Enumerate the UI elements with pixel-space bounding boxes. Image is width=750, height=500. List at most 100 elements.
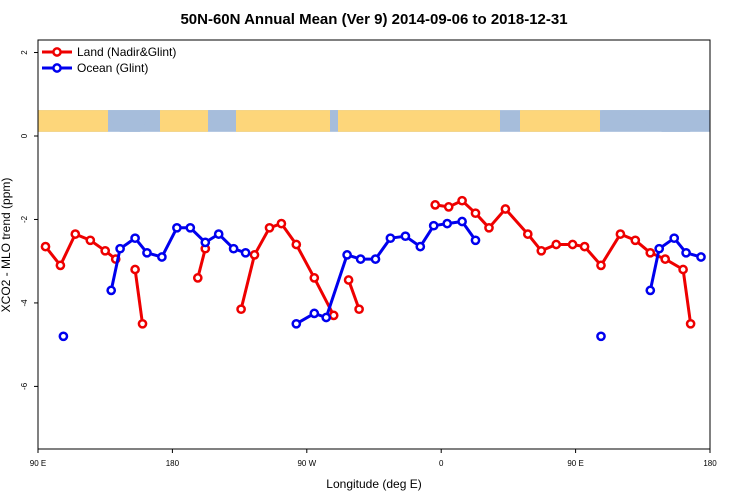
y-tick-label: 0	[20, 133, 29, 138]
data-point	[579, 241, 590, 252]
data-point	[681, 247, 691, 258]
data-point	[484, 222, 494, 233]
data-point	[343, 275, 354, 285]
map-land	[520, 110, 600, 132]
data-point	[70, 229, 81, 239]
data-point	[328, 310, 339, 321]
y-tick-label: -2	[20, 215, 29, 223]
data-point	[40, 241, 51, 252]
x-tick-label: 180	[703, 459, 717, 468]
legend-entry-label: Land (Nadir&Glint)	[77, 45, 176, 59]
data-point	[415, 241, 426, 252]
y-axis-label: XCO2 - MLO trend (ppm)	[0, 178, 13, 313]
map-ocean-shape	[330, 110, 338, 121]
data-point	[443, 202, 454, 212]
data-point	[213, 229, 224, 239]
data-point	[106, 285, 117, 296]
data-point	[457, 195, 467, 206]
x-tick-label: 90 E	[30, 459, 46, 468]
data-point	[428, 220, 439, 231]
data-point	[342, 250, 352, 260]
data-point	[500, 204, 511, 214]
data-point	[200, 237, 211, 248]
x-tick-label: 180	[166, 459, 180, 468]
data-point	[470, 208, 481, 219]
data-point	[321, 312, 332, 323]
data-point	[645, 247, 656, 258]
x-tick-label: 90 E	[567, 459, 583, 468]
legend-swatch-marker	[52, 47, 62, 57]
data-point	[678, 264, 688, 275]
data-point	[115, 243, 125, 254]
map-ocean-shape	[208, 110, 236, 130]
data-point	[130, 233, 140, 244]
data-point	[240, 247, 251, 258]
map-ocean-shape	[108, 110, 160, 132]
data-point	[85, 235, 96, 246]
data-point	[630, 235, 641, 246]
x-tick-label: 90 W	[297, 459, 316, 468]
data-point	[551, 239, 562, 250]
x-axis: 90 E 180 90 W 0 90 E 180	[30, 449, 717, 468]
chart-title: 50N-60N Annual Mean (Ver 9) 2014-09-06 t…	[180, 11, 567, 28]
data-point	[660, 254, 671, 264]
data-point	[645, 285, 656, 296]
map-land	[338, 110, 500, 132]
data-point	[685, 318, 696, 329]
series-line	[196, 248, 207, 279]
data-point	[100, 245, 111, 256]
data-point	[355, 254, 366, 264]
map-land	[160, 110, 208, 132]
data-point	[236, 304, 246, 315]
data-point	[142, 247, 152, 258]
series-line	[133, 269, 144, 325]
data-point	[370, 254, 381, 264]
data-point	[192, 273, 203, 283]
data-point	[457, 216, 467, 227]
data-point	[696, 252, 706, 262]
legend-swatch-marker	[52, 63, 62, 73]
data-point	[596, 331, 606, 342]
legend: Land (Nadir&Glint) Ocean (Glint)	[42, 45, 176, 75]
data-point	[55, 260, 66, 271]
data-point	[137, 318, 148, 329]
y-tick-label: -4	[20, 299, 29, 307]
data-point	[309, 273, 320, 283]
data-point	[400, 231, 411, 242]
world-map-strip	[38, 110, 710, 132]
map-land	[38, 110, 108, 132]
map-land	[236, 110, 330, 132]
series-line	[347, 279, 361, 310]
data-point	[291, 239, 302, 250]
data-point	[430, 200, 441, 210]
plot-frame	[37, 39, 711, 450]
series-line	[239, 222, 336, 317]
data-point	[654, 243, 665, 254]
map-ocean-shape	[600, 110, 710, 132]
data-point	[536, 245, 547, 256]
x-tick-label: 0	[439, 459, 444, 468]
data-point	[130, 264, 140, 275]
series-layer	[40, 195, 706, 342]
data-point	[385, 233, 396, 244]
data-point	[669, 233, 680, 244]
data-point	[264, 222, 275, 233]
series-line	[434, 199, 693, 325]
data-point	[309, 308, 320, 319]
data-point	[249, 250, 260, 260]
data-point	[442, 218, 453, 229]
y-tick-label: -6	[20, 382, 29, 390]
series-land	[40, 195, 696, 329]
x-axis-label: Longitude (deg E)	[326, 477, 421, 491]
data-point	[615, 229, 626, 239]
data-point	[58, 331, 69, 342]
data-point	[522, 229, 533, 239]
data-point	[567, 239, 578, 250]
data-point	[354, 304, 364, 315]
data-point	[157, 252, 167, 262]
data-point	[172, 222, 182, 233]
data-point	[596, 260, 606, 271]
data-point	[291, 318, 302, 329]
series-ocean	[58, 216, 706, 342]
